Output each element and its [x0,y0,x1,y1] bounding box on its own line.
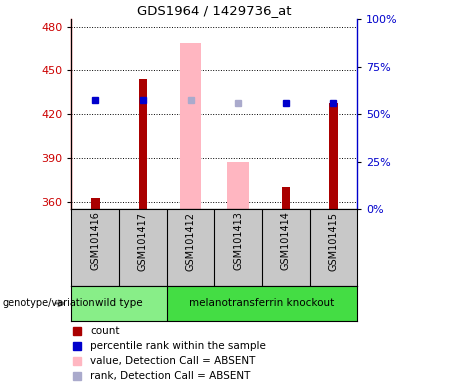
Text: percentile rank within the sample: percentile rank within the sample [90,341,266,351]
Bar [180,43,201,209]
Bar [91,198,100,209]
Text: melanotransferrin knockout: melanotransferrin knockout [189,298,335,308]
Text: GSM101415: GSM101415 [328,212,338,271]
Text: count: count [90,326,119,336]
Text: GSM101414: GSM101414 [281,212,291,270]
Bar [282,187,290,209]
Title: GDS1964 / 1429736_at: GDS1964 / 1429736_at [137,3,292,17]
Text: GSM101416: GSM101416 [90,212,100,270]
Bar [139,79,147,209]
Text: GSM101413: GSM101413 [233,212,243,270]
Text: wild type: wild type [95,298,143,308]
Text: genotype/variation: genotype/variation [2,298,95,308]
Bar [227,162,249,209]
Bar [329,103,338,209]
Text: GSM101412: GSM101412 [185,212,195,271]
Text: rank, Detection Call = ABSENT: rank, Detection Call = ABSENT [90,371,250,381]
Text: value, Detection Call = ABSENT: value, Detection Call = ABSENT [90,356,255,366]
Bar [167,286,357,321]
Bar [71,286,167,321]
Text: GSM101417: GSM101417 [138,212,148,271]
